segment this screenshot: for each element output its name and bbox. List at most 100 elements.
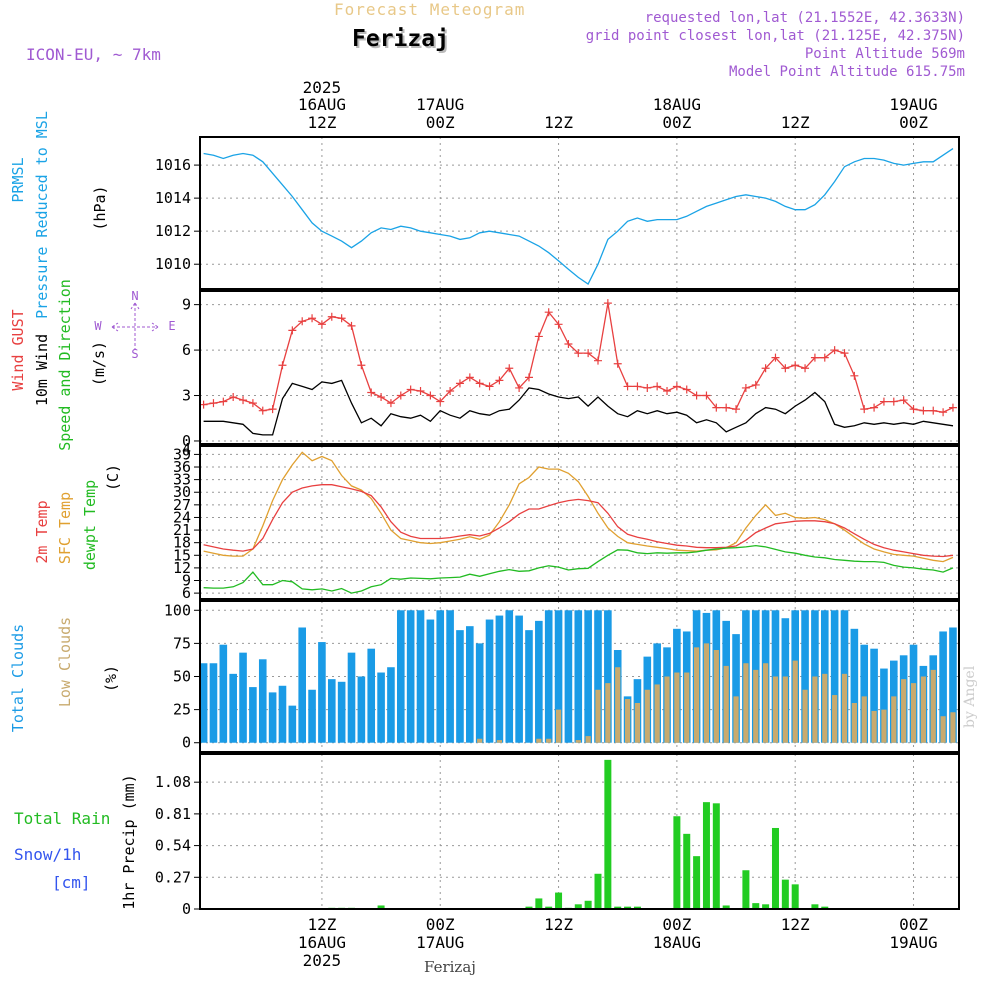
- low-cloud-bar: [674, 672, 680, 743]
- label-cm: [cm]: [52, 873, 91, 892]
- precip-bar: [762, 904, 770, 909]
- label-ms: (m/s): [90, 341, 108, 386]
- gust-marker: [386, 399, 395, 408]
- total-cloud-bar: [801, 610, 809, 743]
- gust-marker: [505, 364, 514, 373]
- wind-frame: [199, 290, 960, 445]
- label-low-clouds: Low Clouds: [56, 617, 74, 707]
- gust-marker: [860, 405, 869, 414]
- precip-bar: [525, 906, 533, 909]
- temperature-frame: [199, 445, 960, 600]
- gust-marker: [544, 308, 553, 317]
- gust-marker: [672, 382, 681, 391]
- total-cloud-bar: [288, 705, 297, 743]
- total-cloud-bar: [416, 610, 425, 743]
- top-time-label: 12Z: [307, 113, 336, 132]
- clouds-ytick-label: 75: [173, 634, 191, 652]
- gust-marker: [574, 349, 583, 358]
- temperature-ytick-label: 9: [182, 572, 191, 590]
- gust-marker: [337, 314, 346, 323]
- gust-marker: [436, 397, 445, 406]
- gust-marker: [485, 382, 494, 391]
- low-cloud-bar: [792, 660, 798, 743]
- low-cloud-bar: [713, 650, 719, 743]
- total-cloud-bar: [397, 610, 405, 743]
- total-cloud-bar: [347, 652, 356, 743]
- gust-marker: [751, 380, 760, 389]
- total-cloud-bar: [426, 619, 435, 743]
- gust-marker: [948, 403, 957, 412]
- gust-marker: [929, 406, 938, 415]
- top-time-label: 00Z: [899, 113, 928, 132]
- clouds-ytick-label: 100: [164, 601, 191, 619]
- total-cloud-bar: [209, 663, 218, 743]
- low-cloud-bar: [812, 676, 818, 743]
- top-date-label: 18AUG: [653, 95, 701, 114]
- precip-bar: [604, 759, 612, 909]
- total-cloud-bar: [732, 634, 740, 743]
- label-snow: Snow/1h: [14, 845, 81, 864]
- precip-bar: [673, 816, 681, 909]
- gust-marker: [761, 364, 770, 373]
- gust-marker: [594, 356, 602, 365]
- precip-bar: [781, 879, 789, 909]
- total-cloud-bar: [485, 619, 494, 743]
- gust-marker: [248, 399, 257, 408]
- model-altitude: Model Point Altitude 615.75m: [728, 64, 965, 80]
- gust-marker: [465, 373, 474, 382]
- sfc-temp-line: [203, 451, 954, 563]
- gust-marker: [455, 379, 464, 388]
- compass-w: W: [94, 319, 102, 333]
- bottom-time-label: 12Z: [307, 915, 336, 934]
- precip-bar: [377, 905, 385, 909]
- low-cloud-bar: [743, 663, 749, 743]
- gust-marker: [416, 386, 425, 395]
- precip-bar: [811, 904, 819, 909]
- clouds-ytick-label: 25: [173, 701, 191, 719]
- precip-bar: [555, 892, 563, 909]
- temperature-ytick-label: 15: [173, 546, 191, 564]
- total-cloud-bar: [466, 626, 474, 743]
- gridpoint-coords: grid point closest lon,lat (21.125E, 42.…: [585, 28, 965, 44]
- bottom-date-label: 17AUG: [416, 933, 464, 952]
- bottom-time-label: 00Z: [899, 915, 928, 934]
- total-cloud-bar: [604, 610, 612, 743]
- pressure-line: [203, 148, 954, 285]
- low-cloud-bar: [644, 689, 650, 743]
- precipitation-frame: [199, 753, 960, 910]
- bottom-time-label: 12Z: [781, 915, 810, 934]
- precip-bar: [693, 856, 701, 909]
- wind-ytick-label: 3: [182, 387, 191, 405]
- gust-marker: [524, 373, 533, 382]
- precip-bar: [574, 904, 582, 909]
- label-wind-gust: Wind GUST: [9, 309, 27, 390]
- precip-bar: [633, 906, 641, 909]
- total-cloud-bar: [367, 648, 376, 743]
- gust-marker: [584, 349, 593, 358]
- low-cloud-bar: [782, 676, 788, 743]
- compass-rose: [111, 302, 159, 350]
- total-cloud-bar: [357, 676, 366, 743]
- gust-marker: [308, 314, 317, 323]
- precipitation-ytick-label: 0.54: [155, 837, 191, 855]
- total-cloud-bar: [505, 610, 514, 743]
- precip-bar: [624, 906, 632, 909]
- total-cloud-bar: [544, 610, 553, 743]
- gust-marker: [643, 383, 652, 392]
- gust-marker: [732, 405, 741, 414]
- low-cloud-bar: [881, 709, 887, 743]
- total-cloud-bar: [219, 644, 228, 743]
- gust-marker: [741, 383, 750, 392]
- total-cloud-bar: [377, 672, 385, 743]
- year-bottom: 2025: [303, 951, 342, 970]
- total-cloud-bar: [337, 681, 346, 743]
- total-cloud-bar: [387, 667, 395, 743]
- bottom-time-label: 00Z: [662, 915, 691, 934]
- gust-marker: [298, 317, 307, 326]
- total-cloud-bar: [525, 630, 533, 743]
- total-cloud-bar: [850, 628, 859, 743]
- low-cloud-bar: [723, 665, 729, 743]
- low-cloud-bar: [634, 702, 641, 743]
- low-cloud-bar: [694, 647, 700, 743]
- credit-watermark: by Angel: [962, 665, 978, 728]
